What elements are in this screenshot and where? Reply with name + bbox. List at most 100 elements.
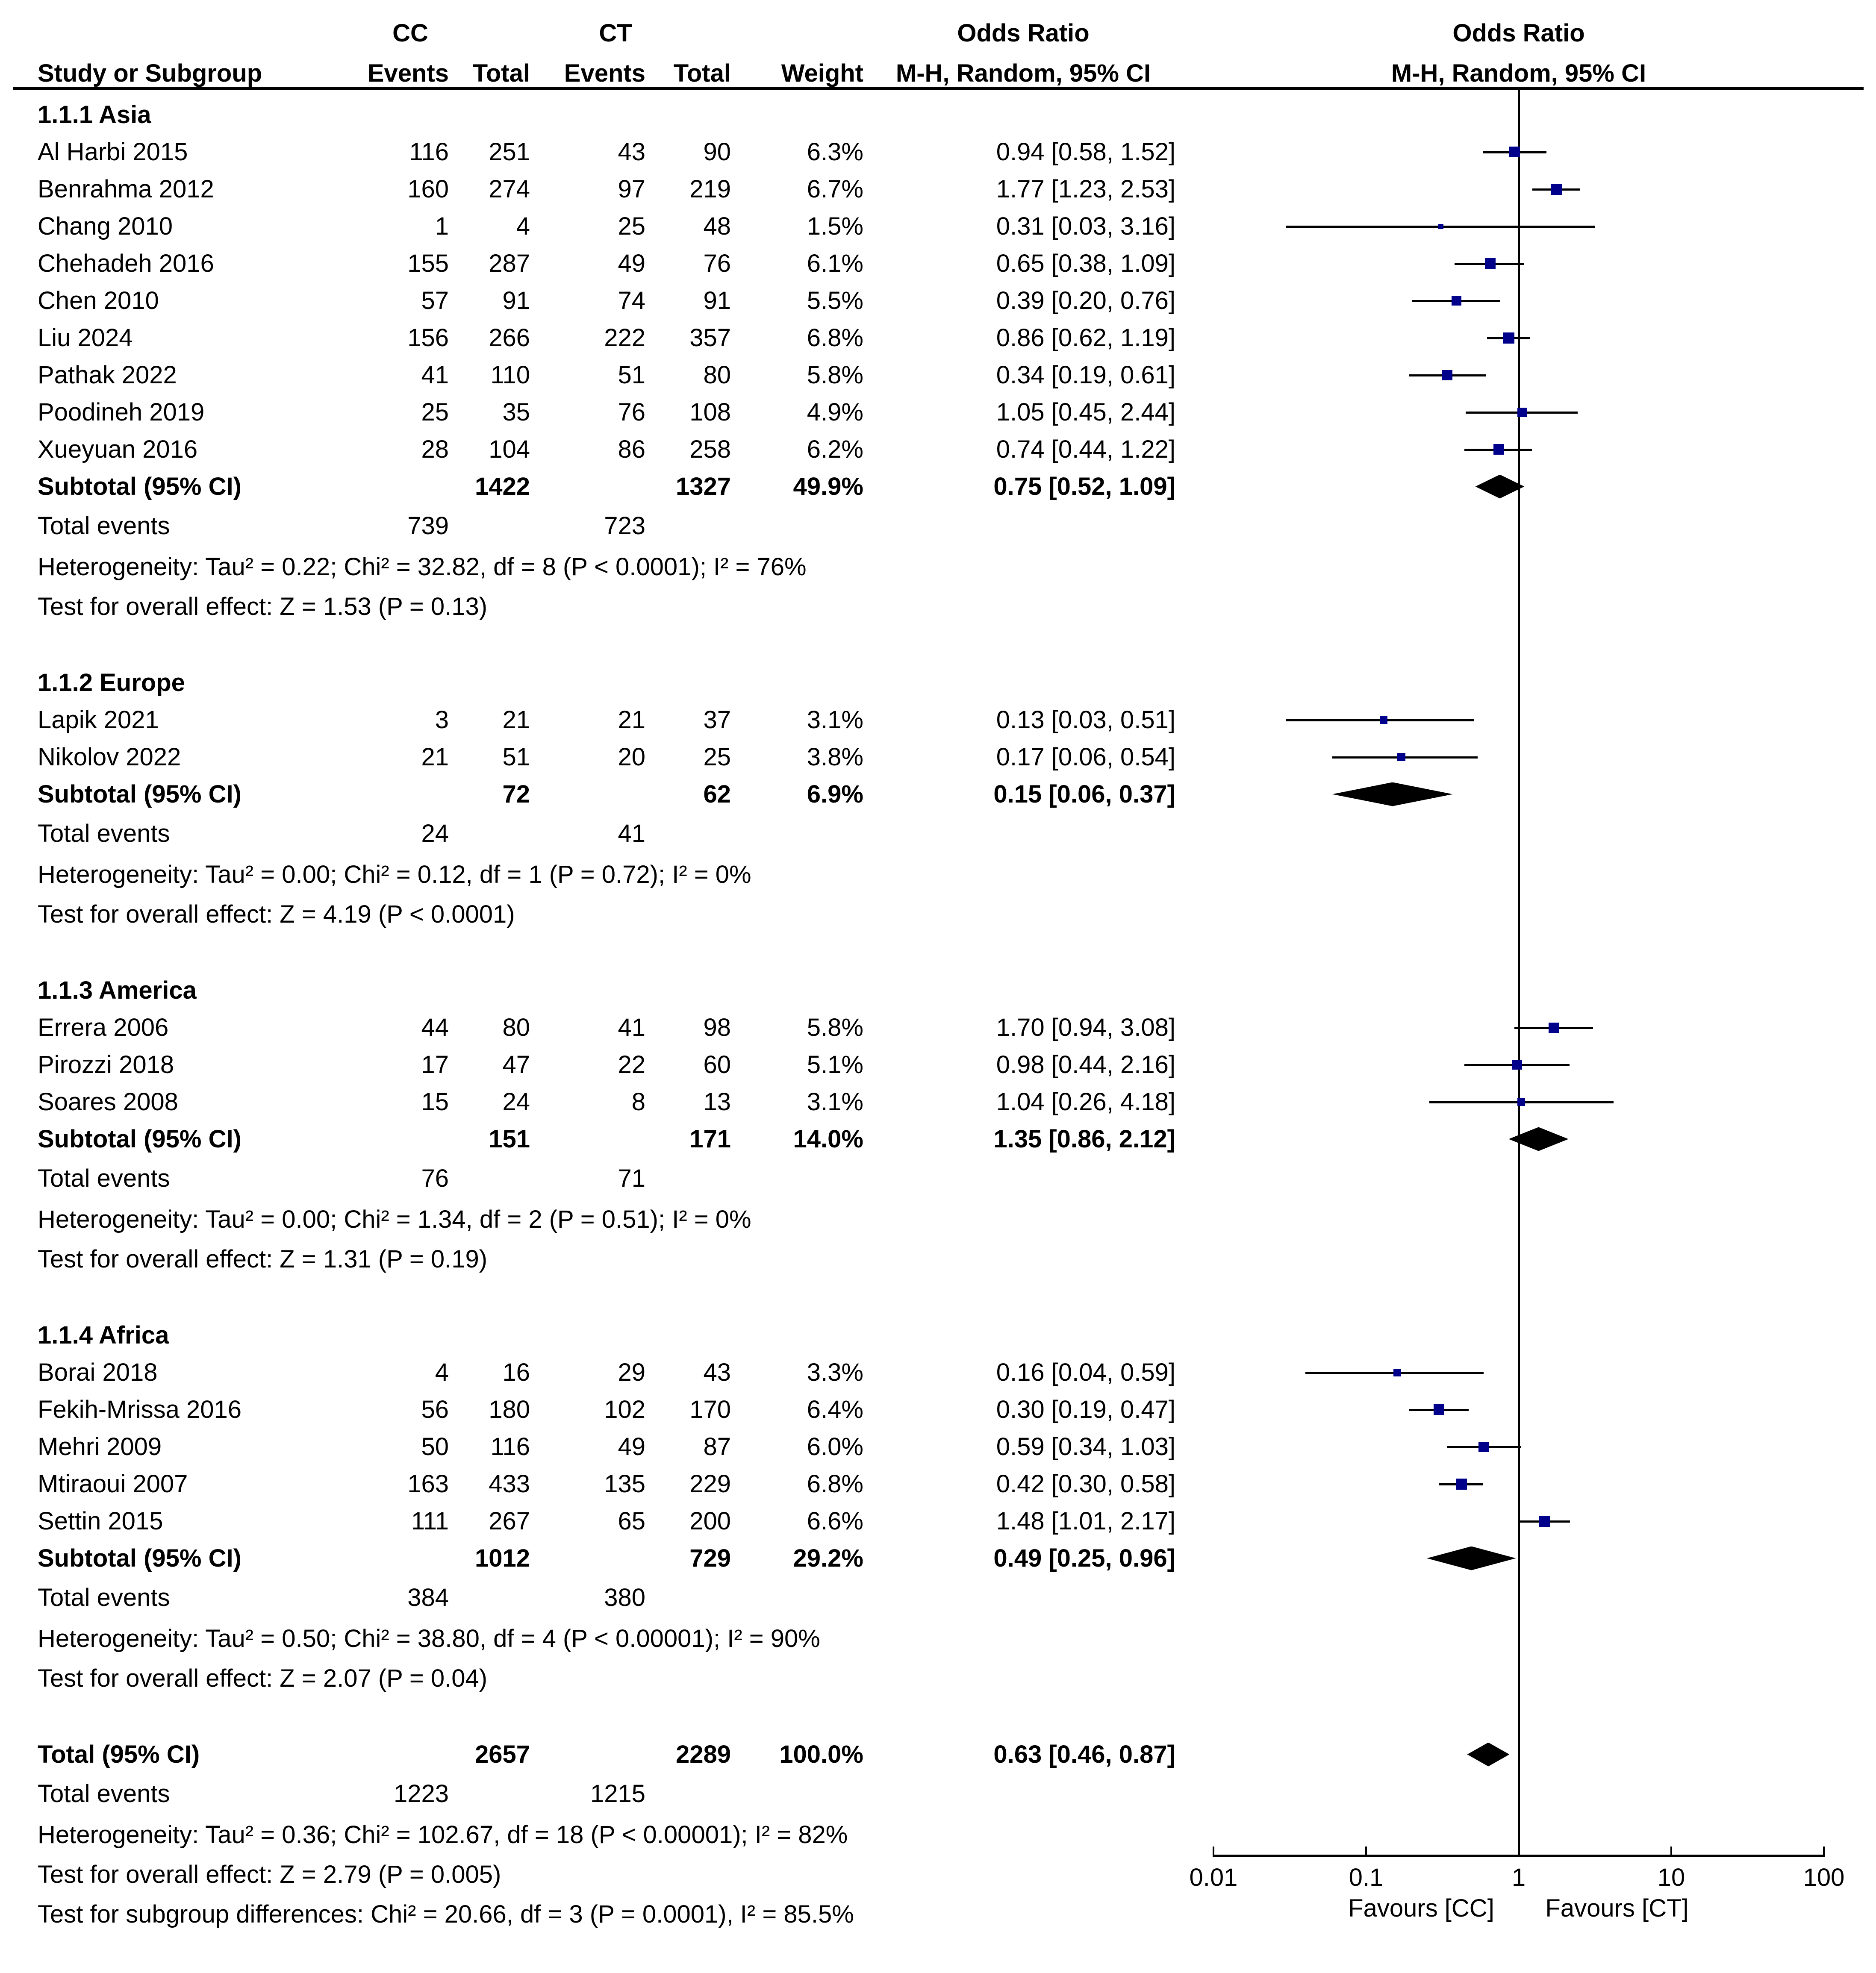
axis-tick-label: 0.01 bbox=[1189, 1864, 1238, 1891]
cc-events-value: 56 bbox=[421, 1396, 449, 1423]
subgroup-differences: Test for subgroup differences: Chi² = 20… bbox=[0, 1894, 1876, 1934]
ct-total-value: 357 bbox=[689, 324, 731, 352]
subgroup-title: 1.1.4 Africa bbox=[38, 1321, 169, 1349]
study-label: Errera 2006 bbox=[38, 1014, 169, 1041]
ct-total-value: 48 bbox=[703, 212, 731, 240]
col-header-study: Study or Subgroup bbox=[38, 59, 262, 87]
weight-value: 3.8% bbox=[807, 743, 863, 771]
ct-total-events-value: 41 bbox=[618, 820, 645, 847]
study-label: Borai 2018 bbox=[38, 1358, 158, 1386]
ct-events-value: 8 bbox=[631, 1088, 645, 1116]
ct-total-value: 80 bbox=[703, 361, 731, 389]
col-header-or-method-plot: M-H, Random, 95% CI bbox=[1391, 59, 1646, 87]
ct-total-value: 98 bbox=[703, 1014, 731, 1041]
point-estimate-marker bbox=[1438, 223, 1444, 229]
ct-events-value: 41 bbox=[618, 1014, 645, 1041]
col-header-group-cc: CC bbox=[392, 19, 428, 47]
ct-events-value: 25 bbox=[618, 212, 645, 240]
cc-total-value: 287 bbox=[489, 250, 530, 277]
or-ci-text: 0.15 [0.06, 0.37] bbox=[993, 780, 1175, 808]
spacer-row bbox=[0, 1279, 1876, 1317]
cc-total-value: 91 bbox=[502, 287, 530, 315]
weight-value: 6.1% bbox=[807, 250, 863, 277]
weight-value: 1.5% bbox=[807, 212, 863, 240]
cc-events-value: 44 bbox=[421, 1014, 449, 1041]
study-label: Fekih-Mrissa 2016 bbox=[38, 1396, 242, 1423]
ct-events-value: 22 bbox=[618, 1051, 645, 1079]
or-ci-text: 0.42 [0.30, 0.58] bbox=[996, 1470, 1175, 1498]
weight-value: 5.5% bbox=[807, 287, 863, 315]
study-row: Mtiraoui 2007 163 433 135 229 6.8% 0.42 [0.30,… bbox=[0, 1465, 1876, 1503]
weight-value: 6.7% bbox=[807, 175, 863, 203]
point-estimate-marker bbox=[1433, 1404, 1444, 1415]
cc-total-value: 151 bbox=[489, 1125, 530, 1153]
cc-total-value: 4 bbox=[516, 212, 530, 240]
ct-events-value: 43 bbox=[618, 138, 645, 166]
or-ci-text: 0.75 [0.52, 1.09] bbox=[993, 473, 1175, 500]
col-header-ct-events: Events bbox=[564, 59, 645, 87]
overall-effect-text: Test for overall effect: Z = 4.19 (P < 0… bbox=[38, 900, 515, 928]
cc-total-value: 110 bbox=[490, 361, 530, 389]
weight-value: 6.6% bbox=[807, 1507, 863, 1535]
subgroup-differences-text: Test for subgroup differences: Chi² = 20… bbox=[38, 1900, 854, 1928]
col-header-weight: Weight bbox=[781, 59, 863, 87]
ct-total-value: 25 bbox=[703, 743, 731, 771]
weight-value: 49.9% bbox=[793, 473, 863, 500]
subgroup-title: 1.1.2 Europe bbox=[38, 669, 185, 697]
or-ci-text: 1.35 [0.86, 2.12] bbox=[993, 1125, 1175, 1153]
point-estimate-marker bbox=[1393, 1368, 1401, 1376]
cc-events-value: 28 bbox=[421, 435, 449, 463]
or-ci-text: 0.49 [0.25, 0.96] bbox=[993, 1544, 1175, 1572]
weight-value: 6.8% bbox=[807, 324, 863, 352]
ct-total-value: 108 bbox=[689, 398, 731, 426]
ct-total-value: 729 bbox=[689, 1544, 731, 1572]
subtotal-row: Subtotal (95% CI) 1422 1327 49.9% 0.75 [0.52… bbox=[0, 468, 1876, 505]
ct-total-value: 60 bbox=[703, 1051, 731, 1079]
study-label: Chehadeh 2016 bbox=[38, 250, 214, 277]
cc-events-value: 15 bbox=[421, 1088, 449, 1116]
point-estimate-marker bbox=[1397, 753, 1405, 761]
cc-total-value: 267 bbox=[489, 1507, 530, 1535]
cc-events-value: 116 bbox=[409, 138, 449, 166]
overall-effect: Test for overall effect: Z = 2.07 (P = 0… bbox=[0, 1658, 1876, 1698]
or-ci-text: 0.65 [0.38, 1.09] bbox=[996, 250, 1175, 277]
study-label: Liu 2024 bbox=[38, 324, 133, 352]
weight-value: 3.3% bbox=[807, 1358, 863, 1386]
cc-total-value: 1012 bbox=[474, 1544, 530, 1572]
cc-total-value: 274 bbox=[489, 175, 530, 203]
axis-tick bbox=[1213, 1847, 1214, 1857]
axis-tick bbox=[1823, 1847, 1825, 1857]
study-label: Pirozzi 2018 bbox=[38, 1051, 174, 1079]
pooled-label: Subtotal (95% CI) bbox=[38, 473, 241, 500]
total-heterogeneity-text: Heterogeneity: Tau² = 0.36; Chi² = 102.6… bbox=[38, 1821, 848, 1849]
study-row: Errera 2006 44 80 41 98 5.8% 1.70 [0.94, 3.08] bbox=[0, 1009, 1876, 1046]
col-header-cc-total: Total bbox=[472, 59, 530, 87]
study-row: Settin 2015 111 267 65 200 6.6% 1.48 [1.01, 2.… bbox=[0, 1503, 1876, 1540]
ct-events-value: 74 bbox=[618, 287, 645, 315]
study-row: Chen 2010 57 91 74 91 5.5% 0.39 [0.20, 0.76] bbox=[0, 282, 1876, 319]
ct-events-value: 222 bbox=[604, 324, 645, 352]
weight-value: 5.8% bbox=[807, 1014, 863, 1041]
subtotal-row: Subtotal (95% CI) 72 62 6.9% 0.15 [0.06, 0.3… bbox=[0, 776, 1876, 813]
or-ci-text: 0.94 [0.58, 1.52] bbox=[996, 138, 1175, 166]
heterogeneity-text: Heterogeneity: Tau² = 0.22; Chi² = 32.82… bbox=[38, 553, 807, 581]
cc-events-value: 155 bbox=[407, 250, 449, 277]
cc-total-value: 47 bbox=[502, 1051, 530, 1079]
point-estimate-marker bbox=[1503, 332, 1514, 344]
point-estimate-marker bbox=[1512, 1060, 1523, 1070]
ct-total-value: 90 bbox=[703, 138, 731, 166]
point-estimate-marker bbox=[1549, 1022, 1559, 1033]
cc-events-value: 160 bbox=[407, 175, 449, 203]
or-ci-text: 0.34 [0.19, 0.61] bbox=[996, 361, 1175, 389]
study-row: Borai 2018 4 16 29 43 3.3% 0.16 [0.04, 0.59] bbox=[0, 1354, 1876, 1391]
pooled-diamond bbox=[1332, 782, 1453, 806]
total-events-row: Total events 76 71 bbox=[0, 1158, 1876, 1200]
study-row: Liu 2024 156 266 222 357 6.8% 0.86 [0.62, 1.19… bbox=[0, 319, 1876, 356]
favours-left-label: Favours [CC] bbox=[1348, 1894, 1494, 1922]
cc-total-value: 266 bbox=[489, 324, 530, 352]
or-ci-text: 0.74 [0.44, 1.22] bbox=[996, 435, 1175, 463]
total-events-label: Total events bbox=[38, 1164, 170, 1192]
ct-events-value: 102 bbox=[604, 1396, 645, 1423]
total-events-row: Total events 1223 1215 bbox=[0, 1773, 1876, 1815]
point-estimate-marker bbox=[1455, 1478, 1467, 1490]
